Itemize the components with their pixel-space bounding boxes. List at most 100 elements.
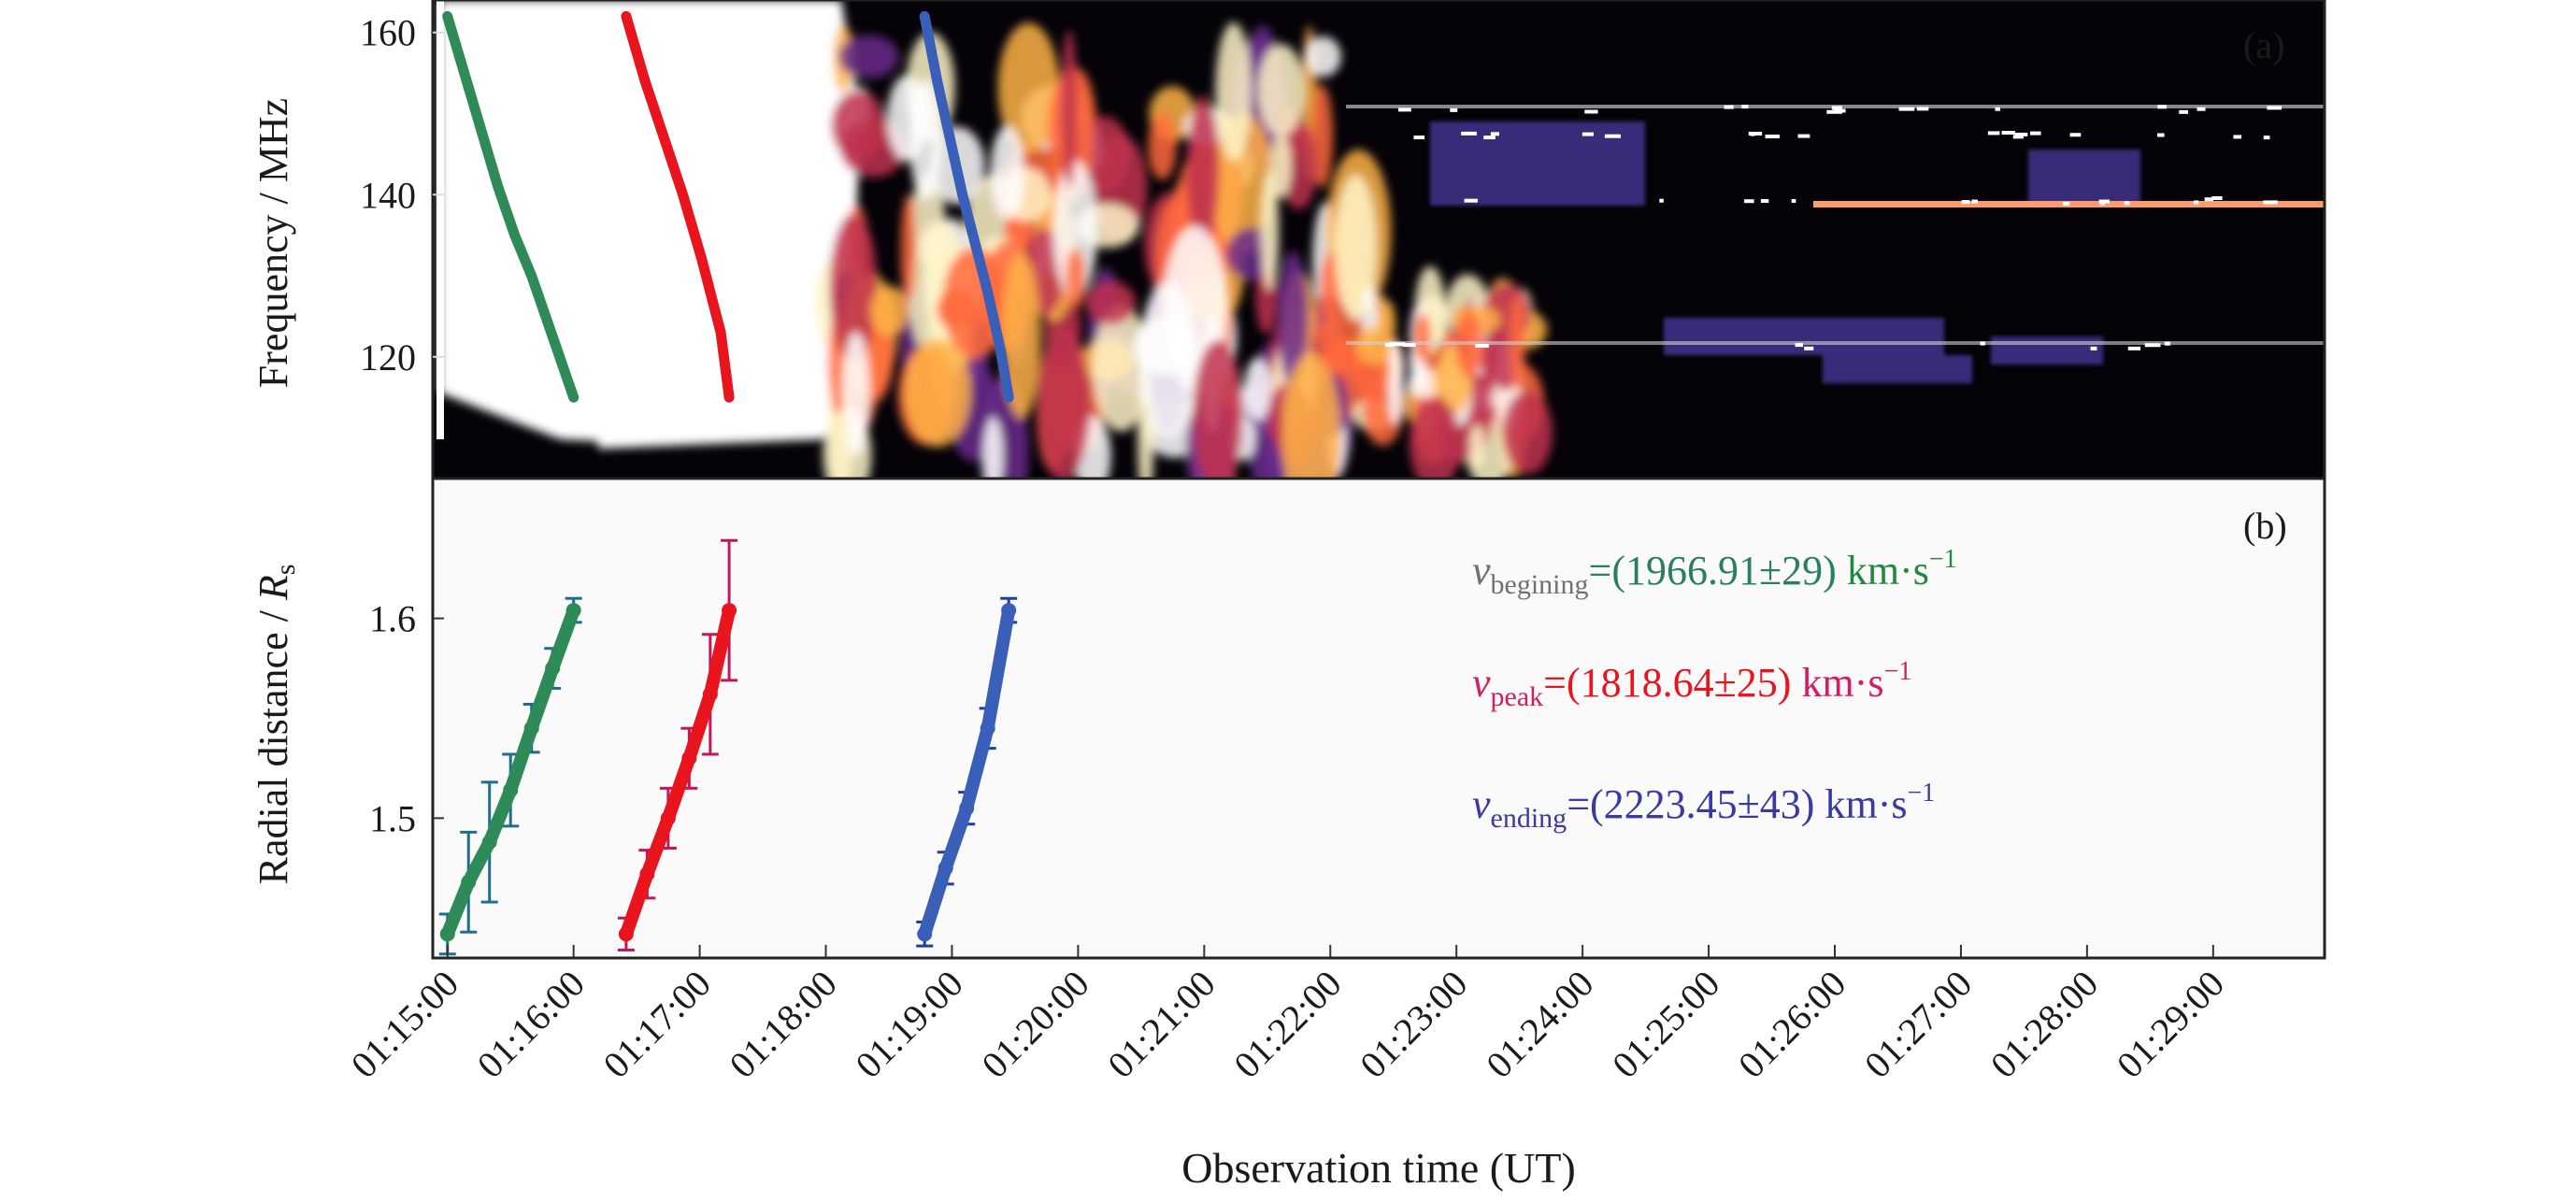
x-tick-label: 01:24:00 bbox=[1478, 963, 1601, 1086]
emission-speck bbox=[1450, 107, 1458, 112]
emission-blob bbox=[1092, 305, 1151, 432]
x-tick-label: 01:18:00 bbox=[722, 963, 845, 1086]
panel-b-frame bbox=[431, 477, 2326, 960]
x-tick-label: 01:23:00 bbox=[1352, 963, 1475, 1086]
y-axis-label-b: Radial distance / Rs bbox=[250, 565, 301, 885]
emission-speck bbox=[1461, 131, 1477, 136]
emission-speck bbox=[2233, 135, 2242, 139]
panel-label-b: (b) bbox=[2243, 505, 2287, 547]
emission-blob bbox=[1134, 317, 1196, 376]
emission-blob bbox=[1037, 325, 1091, 483]
emission-blob bbox=[1244, 357, 1272, 422]
emission-speck bbox=[1797, 134, 1810, 138]
x-tick-label: 01:15:00 bbox=[343, 963, 466, 1086]
emission-band bbox=[1346, 341, 2325, 345]
emission-blob bbox=[1270, 134, 1292, 199]
y-axis-label-b-subscript: s bbox=[270, 565, 301, 576]
data-point bbox=[618, 926, 634, 942]
emission-speck bbox=[1916, 107, 1929, 111]
emission-blob bbox=[1277, 250, 1309, 386]
data-point bbox=[639, 866, 655, 882]
emission-blob bbox=[1257, 44, 1305, 137]
velocity-annotation-2: vpeak=(1818.64±25) km·s−1 bbox=[1472, 657, 1911, 712]
purple-emission-patch bbox=[1823, 355, 1972, 383]
series-trace bbox=[619, 604, 737, 941]
emission-speck bbox=[1961, 200, 1970, 205]
emission-blob bbox=[1305, 36, 1341, 78]
emission-speck bbox=[2030, 131, 2041, 136]
emission-speck bbox=[2069, 133, 2082, 137]
emission-speck bbox=[2100, 201, 2105, 206]
purple-emission-patch bbox=[2028, 150, 2140, 206]
x-tick-label: 01:21:00 bbox=[1099, 963, 1223, 1086]
emission-speck bbox=[1581, 132, 1595, 136]
emission-blob bbox=[900, 193, 917, 303]
emission-speck bbox=[1898, 107, 1915, 111]
emission-blob bbox=[1387, 339, 1404, 426]
emission-blob bbox=[982, 417, 1004, 495]
spectrogram-features bbox=[436, 0, 2325, 528]
data-point bbox=[461, 874, 477, 890]
emission-speck bbox=[1831, 106, 1842, 110]
data-point bbox=[545, 661, 561, 677]
x-tick-label: 01:25:00 bbox=[1604, 963, 1727, 1086]
emission-blob bbox=[1260, 170, 1280, 292]
emission-speck bbox=[1604, 134, 1621, 138]
data-point bbox=[660, 810, 676, 826]
x-tick-label: 01:26:00 bbox=[1730, 963, 1853, 1086]
emission-speck bbox=[2179, 109, 2188, 114]
overlay-track-1 bbox=[442, 10, 580, 403]
emission-blob bbox=[1409, 396, 1461, 491]
emission-speck bbox=[1804, 346, 1814, 350]
emission-blob bbox=[869, 285, 909, 336]
emission-speck bbox=[1413, 136, 1425, 140]
emission-speck bbox=[1741, 105, 1749, 109]
x-tick-label: 01:27:00 bbox=[1856, 963, 1980, 1086]
emission-speck bbox=[2263, 200, 2278, 205]
data-point bbox=[937, 860, 953, 876]
x-tick-label: 01:28:00 bbox=[1982, 963, 2106, 1086]
y-axis-ticks-a: 120 140 160 bbox=[360, 12, 444, 379]
data-point bbox=[565, 603, 581, 619]
emission-blob bbox=[1334, 174, 1378, 322]
emission-speck bbox=[1748, 131, 1763, 136]
emission-speck bbox=[1760, 199, 1769, 204]
y-axis-label-b-text: Radial distance / bbox=[250, 600, 296, 884]
purple-emission-patch bbox=[1664, 318, 1944, 355]
emission-speck bbox=[1464, 198, 1478, 203]
emission-speck bbox=[2157, 133, 2165, 137]
emission-blob bbox=[1061, 29, 1078, 187]
emission-speck bbox=[1483, 136, 1496, 140]
emission-speck bbox=[1971, 199, 1978, 204]
x-tick-label: 01:19:00 bbox=[847, 963, 970, 1086]
purple-emission-patch bbox=[1991, 336, 2103, 365]
emission-speck bbox=[1397, 107, 1411, 112]
emission-speck bbox=[2098, 199, 2111, 204]
emission-speck bbox=[2267, 106, 2283, 110]
emission-speck bbox=[1833, 108, 1846, 113]
y-axis-ticks-b: 1.5 1.6 bbox=[369, 598, 444, 839]
velocity-annotation-3: vending=(2223.45±43) km·s−1 bbox=[1472, 779, 1935, 834]
x-axis-ticks: 01:15:00 01:16:00 01:17:00 01:18:00 01:19:00… bbox=[343, 945, 2232, 1086]
emission-blob bbox=[1355, 327, 1392, 365]
emission-speck bbox=[2204, 197, 2213, 202]
emission-speck bbox=[1490, 132, 1500, 136]
emission-blob bbox=[1085, 280, 1137, 325]
data-point bbox=[917, 926, 933, 942]
emission-speck bbox=[1765, 134, 1781, 138]
panel-label-a: (a) bbox=[2243, 24, 2284, 66]
emission-blob bbox=[842, 331, 870, 457]
x-axis-label: Observation time (UT) bbox=[1181, 1144, 1576, 1192]
bright-onset-line bbox=[436, 0, 444, 439]
emission-speck bbox=[2124, 201, 2130, 206]
emission-speck bbox=[1995, 107, 2000, 111]
emission-blob bbox=[1193, 339, 1244, 488]
emission-speck bbox=[1389, 342, 1406, 347]
emission-speck bbox=[2127, 346, 2141, 350]
emission-speck bbox=[1724, 105, 1734, 109]
emission-blob bbox=[936, 289, 975, 330]
emission-blob bbox=[829, 213, 878, 364]
emission-speck bbox=[1980, 341, 1985, 346]
data-point bbox=[722, 603, 737, 619]
radial-distance-series bbox=[438, 538, 1018, 956]
